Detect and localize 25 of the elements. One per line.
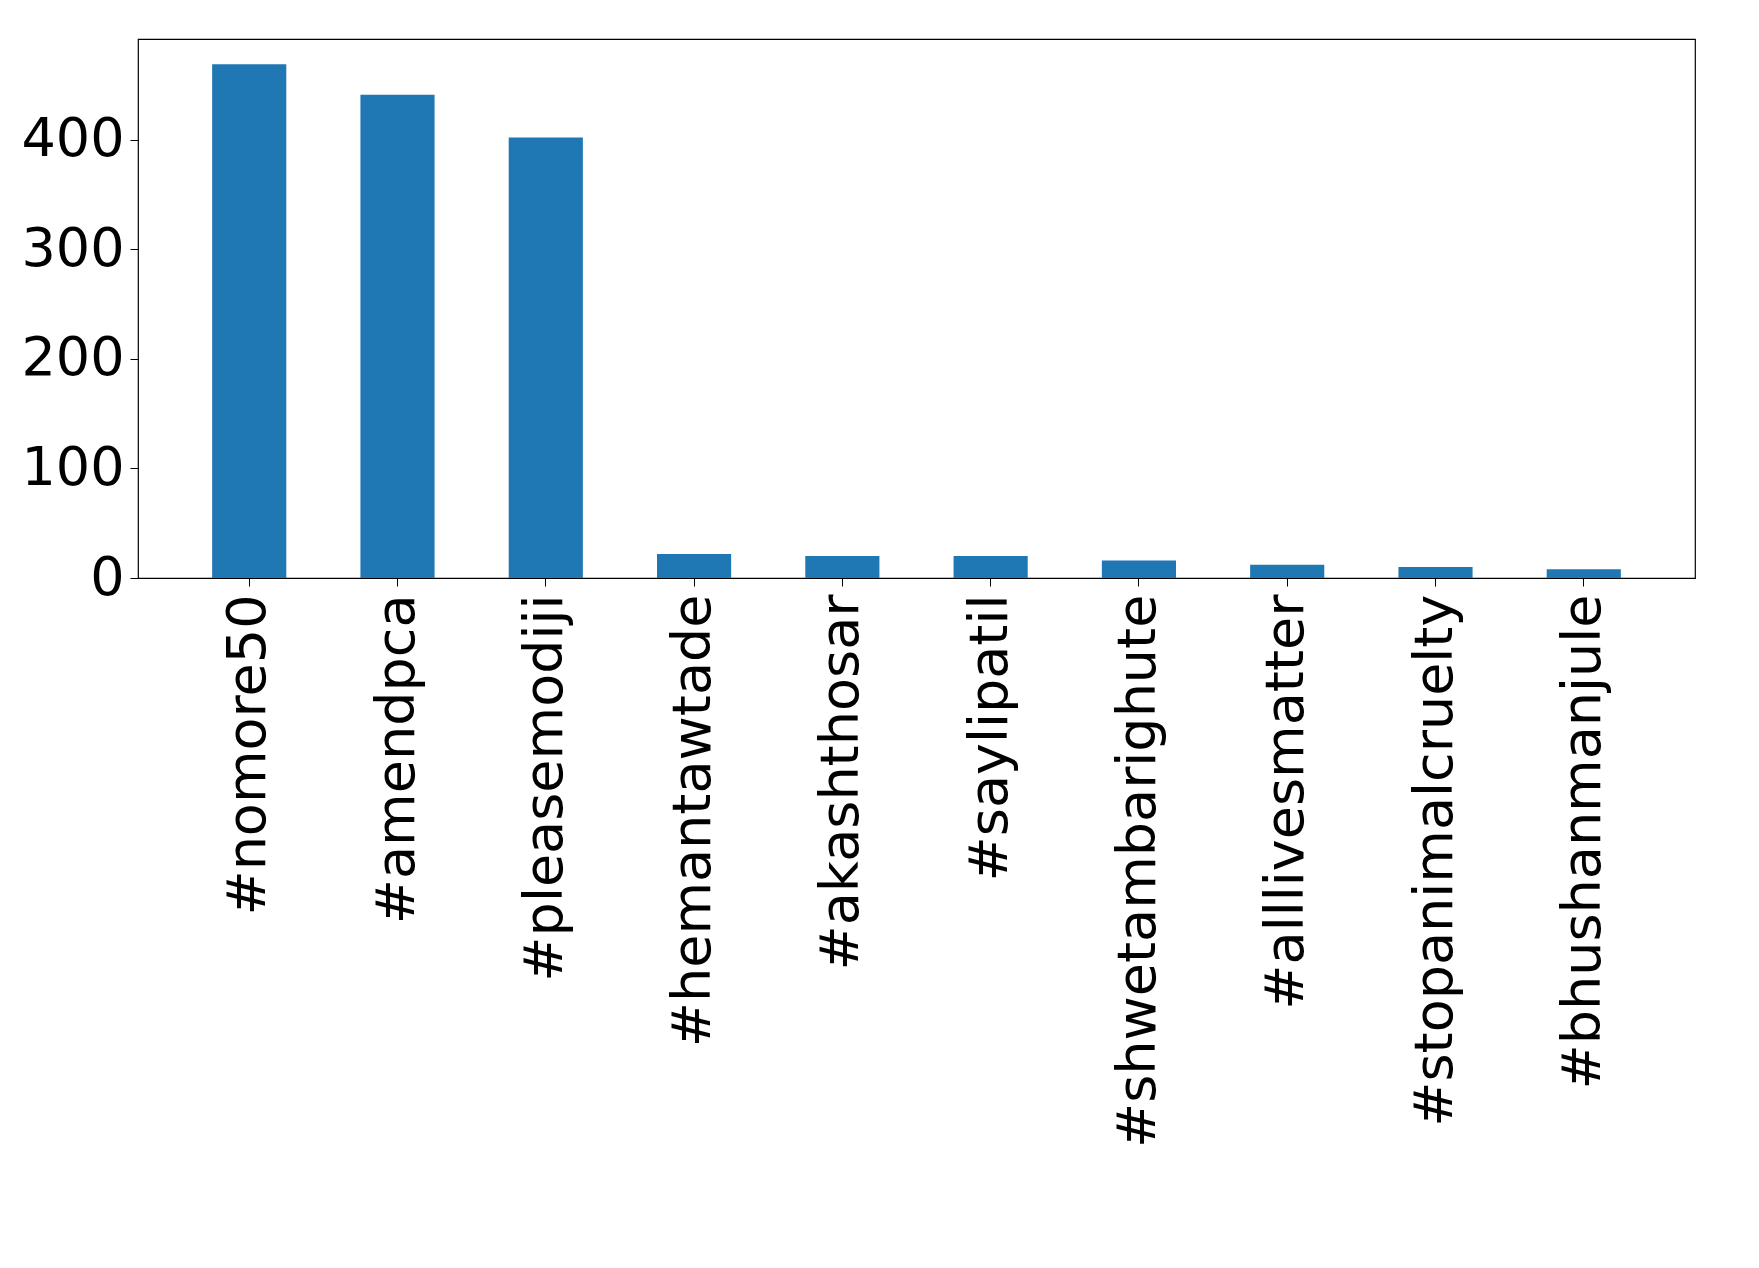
bar: [805, 556, 880, 578]
x-tick-label: #amendpca: [363, 594, 427, 925]
x-tick-label: #nomore50: [215, 594, 279, 916]
bar: [360, 94, 435, 578]
y-tick-label: 100: [21, 434, 125, 498]
y-tick-label: 300: [21, 215, 125, 279]
y-tick-label: 200: [21, 325, 125, 389]
bar: [212, 64, 287, 578]
bar: [953, 556, 1028, 578]
x-tick-label: #hemantawtade: [660, 594, 724, 1048]
x-tick-label: #alllivesmatter: [1253, 593, 1317, 1010]
x-tick-label: #saylipatil: [956, 594, 1020, 882]
x-tick-label: #pleasemodiji: [511, 594, 575, 982]
x-tick-label: #stopanimalcruelty: [1401, 594, 1465, 1127]
x-tick-label: #akashthosar: [808, 593, 872, 971]
bar: [1398, 567, 1473, 578]
bar: [1250, 564, 1325, 578]
bar: [1101, 560, 1176, 578]
bar: [508, 137, 583, 578]
y-tick-label: 0: [90, 544, 125, 608]
x-tick-label: #shwetambarighute: [1104, 594, 1168, 1149]
bar: [1546, 569, 1621, 578]
bar: [657, 553, 732, 578]
y-tick-label: 400: [21, 106, 125, 170]
x-tick-label: #bhushanmanjule: [1549, 594, 1613, 1090]
